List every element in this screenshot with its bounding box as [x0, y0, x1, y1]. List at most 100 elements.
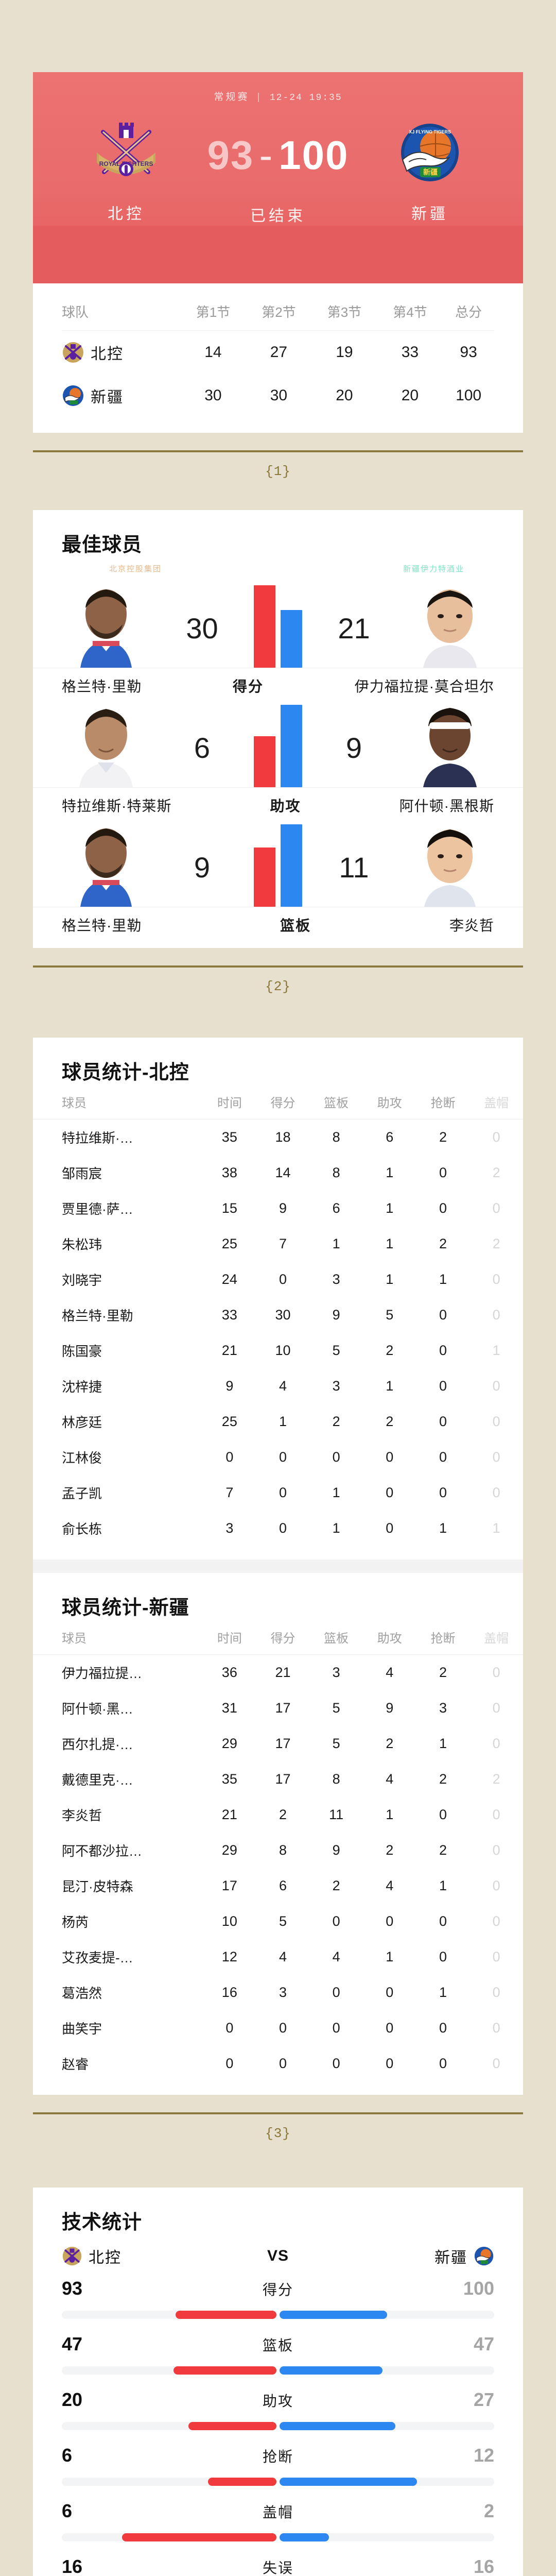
tech-away-team: 新疆: [435, 2245, 494, 2267]
bar-home: [254, 847, 275, 907]
stat-cell-reb: 11: [329, 1807, 344, 1822]
stat-cell-blk: 0: [492, 1200, 500, 1216]
ps-header-stl: 抢断: [430, 1632, 456, 1646]
stat-cell-ast: 2: [386, 1736, 394, 1751]
stat-cell-blk: 0: [492, 1807, 500, 1822]
best-player-left-value: 6: [194, 732, 211, 764]
stat-cell-ast: 2: [386, 1414, 394, 1429]
qt-header-q4: 第4节: [393, 304, 427, 320]
stat-cell-blk: 2: [492, 1236, 500, 1251]
ps-header-ast: 助攻: [377, 1632, 402, 1646]
table-row: 赵睿 0 0 0 0 0 0: [33, 2046, 523, 2081]
stat-cell-pts: 17: [275, 1700, 291, 1716]
stat-cell-ast: 6: [386, 1129, 394, 1145]
bar-away-track: [280, 2478, 494, 2486]
bar-home-track: [62, 2366, 276, 2375]
player-name-cell: 刘晓宇: [62, 1273, 102, 1288]
match-datetime: 12-24 19:35: [269, 93, 342, 103]
section-divider: [33, 965, 523, 968]
stat-cell-reb: 1: [332, 1520, 340, 1536]
xinjiang-stats-table: 球员 时间 得分 篮板 助攻 抢断 盖帽 伊力福拉提… 36 21 3 4 2 0 阿什顿·黑…: [33, 1623, 523, 2095]
stat-cell-reb: 0: [332, 2056, 340, 2071]
bar-home-fill: [176, 2311, 276, 2319]
player-name-cell: 阿不都沙拉…: [62, 1843, 143, 1859]
tech-stat-row: 6 抢断 12: [33, 2436, 523, 2492]
stat-cell-min: 35: [221, 1771, 237, 1787]
stat-cell-reb: 4: [332, 1949, 340, 1964]
ps-header-blk: 盖帽: [484, 1096, 509, 1110]
bar-away-track: [280, 2533, 494, 2541]
quarter-score-table: 球队 第1节 第2节 第3节 第4节 总分: [33, 283, 523, 433]
stat-cell-pts: 0: [279, 1520, 287, 1536]
tech-stat-label: 盖帽: [262, 2504, 293, 2520]
stat-cell-min: 21: [221, 1343, 237, 1358]
beikong-stats-table: 球员 时间 得分 篮板 助攻 抢断 盖帽 特拉维斯·… 35 18 8 6 2 0 邹雨宸 38…: [33, 1088, 523, 1560]
qt-cell-total: 100: [456, 387, 482, 404]
qt-row-team-name: 北控: [91, 346, 124, 363]
stat-cell-stl: 2: [439, 1771, 447, 1787]
stats-header-row: 球员 时间 得分 篮板 助攻 抢断 盖帽: [33, 1623, 523, 1655]
quarter-table-header-row: 球队 第1节 第2节 第3节 第4节 总分: [62, 295, 494, 331]
best-players-title: 最佳球员: [62, 534, 143, 556]
stat-cell-ast: 0: [386, 1449, 394, 1465]
stat-cell-ast: 1: [386, 1165, 394, 1180]
player-name-cell: 特拉维斯·…: [62, 1130, 133, 1146]
stat-cell-reb: 8: [332, 1165, 340, 1180]
stat-cell-min: 0: [225, 2056, 234, 2071]
stat-cell-pts: 17: [275, 1736, 291, 1751]
bar-home-fill: [121, 2533, 276, 2541]
stat-cell-stl: 0: [439, 1485, 447, 1500]
tech-stats-header: 北控 VS 新疆: [33, 2238, 523, 2269]
stat-cell-blk: 0: [492, 1913, 500, 1929]
player-stats-block: 球员统计-北控 球员 时间 得分 篮板 助攻 抢断 盖帽 特拉维斯·… 35 18 8…: [0, 994, 556, 2095]
stat-cell-pts: 4: [279, 1949, 287, 1964]
player-name-cell: 艾孜麦提-…: [62, 1950, 133, 1965]
stat-cell-blk: 0: [492, 2020, 500, 2036]
stat-cell-stl: 0: [439, 1200, 447, 1216]
stat-cell-stl: 0: [439, 1949, 447, 1964]
table-gap-strip: [33, 1560, 523, 1573]
tech-stats-rows: 93得分10047篮板4720助攻276抢断126盖帽216失误1626罚球12…: [33, 2269, 523, 2576]
stat-cell-stl: 1: [439, 1736, 447, 1751]
player-name-cell: 赵睿: [62, 2057, 89, 2072]
qt-cell-q3: 19: [336, 344, 353, 361]
stat-cell-pts: 8: [279, 1842, 287, 1858]
stat-cell-stl: 2: [439, 1129, 447, 1145]
tech-stat-bar-track: [62, 2422, 494, 2430]
stat-cell-min: 12: [221, 1949, 237, 1964]
stat-cell-reb: 2: [332, 1878, 340, 1893]
stat-cell-pts: 1: [279, 1414, 287, 1429]
best-player-row: 30 21: [33, 576, 523, 696]
stat-cell-ast: 4: [386, 1665, 394, 1680]
table-row: 陈国豪 21 10 5 2 0 1: [33, 1333, 523, 1368]
stat-cell-blk: 1: [492, 1343, 500, 1358]
stat-cell-stl: 0: [439, 1307, 447, 1323]
stat-cell-stl: 0: [439, 2056, 447, 2071]
home-team-block[interactable]: ROYAL FIGHTERS 北控: [62, 115, 190, 224]
tech-stat-bar-track: [62, 2478, 494, 2486]
away-team-block[interactable]: XJ FLYING TIGERS 新疆 新疆: [366, 115, 494, 224]
away-score: 100: [279, 132, 349, 178]
tech-stat-home-value: 6: [62, 2500, 73, 2521]
sponsor-left-label: 北京控股集团: [109, 565, 162, 573]
stat-cell-ast: 0: [386, 1985, 394, 2000]
bar-away-fill: [280, 2422, 396, 2430]
stat-cell-min: 36: [221, 1665, 237, 1680]
compare-bars: [254, 824, 302, 907]
tech-stat-label: 得分: [262, 2282, 293, 2298]
tech-stats-title: 技术统计: [62, 2212, 143, 2233]
qt-cell-total: 93: [460, 344, 477, 361]
player-name-cell: 俞长栋: [62, 1521, 102, 1537]
bar-home-track: [62, 2533, 276, 2541]
stat-cell-blk: 0: [492, 1949, 500, 1964]
table-row: 李炎哲 21 2 11 1 0 0: [33, 1797, 523, 1833]
stat-cell-blk: 0: [492, 1307, 500, 1323]
away-team-name: 新疆: [411, 206, 448, 223]
stat-cell-min: 16: [221, 1985, 237, 2000]
stat-cell-pts: 30: [275, 1307, 291, 1323]
stat-cell-min: 17: [221, 1878, 237, 1893]
qt-cell-q4: 20: [401, 387, 419, 404]
table-row: 林彦廷 25 1 2 2 0 0: [33, 1404, 523, 1439]
stat-cell-ast: 0: [386, 2056, 394, 2071]
stat-cell-pts: 4: [279, 1378, 287, 1394]
